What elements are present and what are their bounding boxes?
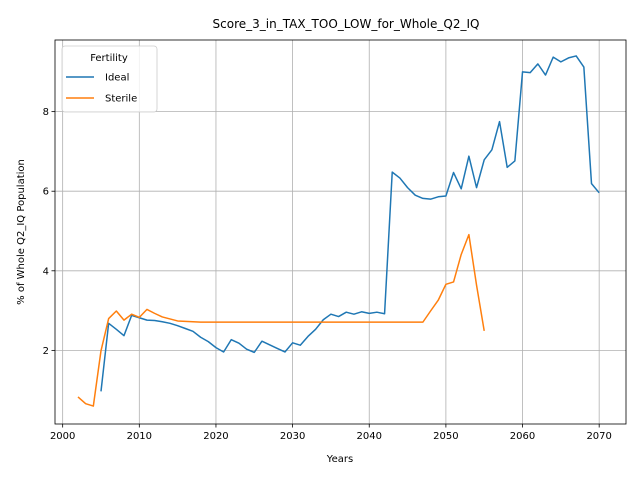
plot-frame	[54, 39, 627, 425]
legend-title: Fertility	[90, 53, 128, 64]
x-tick-label: 2070	[586, 431, 611, 442]
x-tick-label: 2050	[433, 431, 458, 442]
y-tick-label: 6	[43, 187, 49, 198]
y-tick-label: 8	[43, 107, 49, 118]
x-tick-label: 2030	[280, 431, 305, 442]
legend-entries: Ideal Sterile	[66, 73, 137, 105]
series-lines	[77, 55, 600, 407]
x-tick-label: 2010	[127, 431, 152, 442]
chart-title: Score_3_in_TAX_TOO_LOW_for_Whole_Q2_IQ	[213, 17, 480, 31]
x-tick-label: 2000	[50, 431, 75, 442]
legend-label-ideal: Ideal	[105, 73, 129, 84]
x-axis-title: Years	[326, 454, 353, 465]
y-tick-label: 4	[43, 266, 49, 277]
legend: Fertility Ideal Sterile	[61, 45, 158, 113]
series-line-sterile	[77, 233, 485, 407]
y-tick-label: 2	[43, 346, 49, 357]
axis-ticks: 2000 2010 2020 2030 2040 2050 2060 2070 2 4 6 8	[43, 107, 612, 442]
legend-box	[61, 45, 158, 113]
x-tick-label: 2040	[357, 431, 382, 442]
y-axis-title: % of Whole Q2_IQ Population	[16, 159, 27, 305]
x-tick-label: 2020	[203, 431, 228, 442]
legend-label-sterile: Sterile	[105, 94, 137, 105]
x-tick-label: 2060	[510, 431, 535, 442]
series-line-ideal	[100, 55, 600, 392]
